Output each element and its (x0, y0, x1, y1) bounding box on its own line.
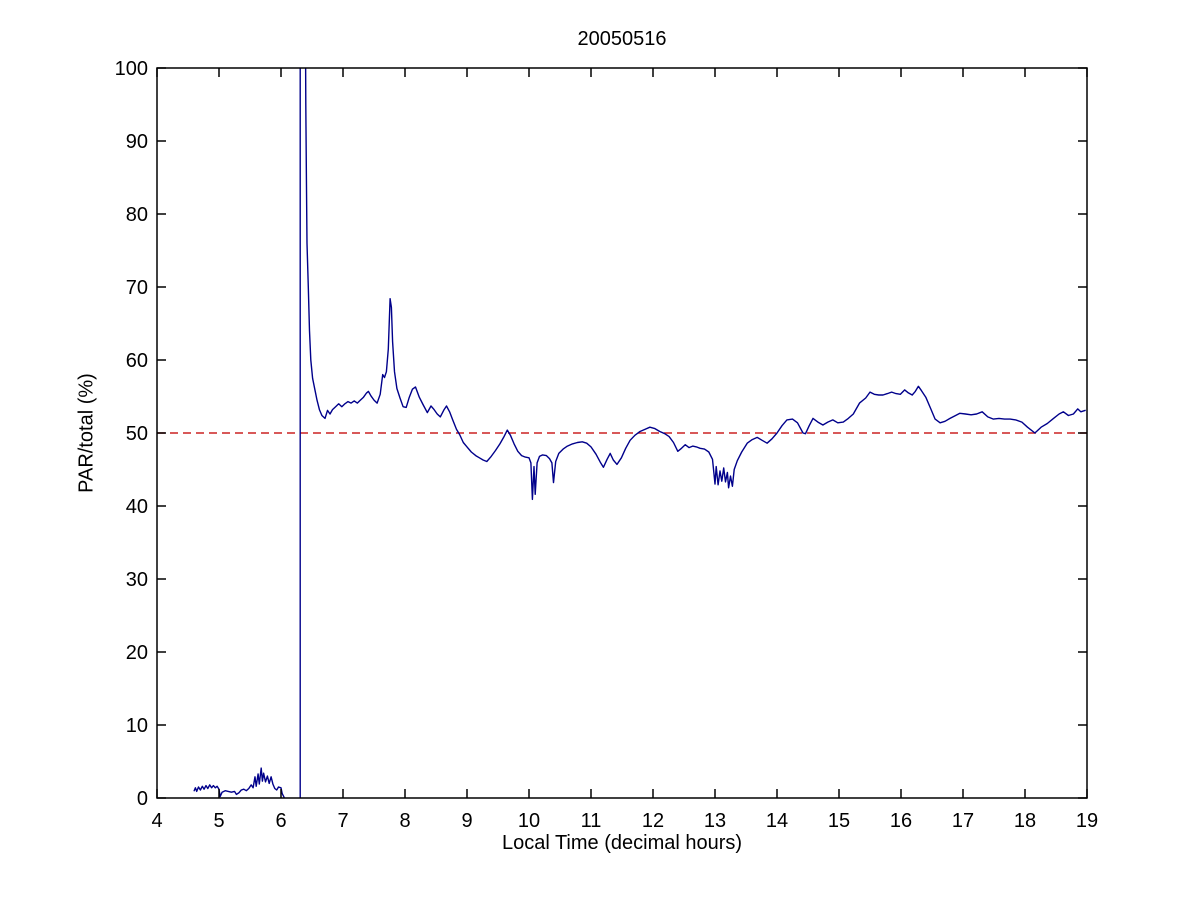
x-tick-label: 8 (399, 810, 410, 832)
series-line-pre-sunrise (193, 767, 285, 798)
x-tick-label: 14 (766, 810, 788, 832)
x-tick-label: 19 (1076, 810, 1098, 832)
y-tick-label: 90 (126, 131, 148, 153)
y-tick-label: 60 (126, 350, 148, 372)
x-tick-label: 11 (581, 810, 602, 832)
x-tick-label: 15 (828, 810, 850, 832)
chart-title: 20050516 (577, 28, 667, 50)
y-tick-label: 30 (126, 569, 148, 591)
y-tick-label: 40 (126, 496, 148, 518)
x-tick-label: 18 (1014, 810, 1036, 832)
y-tick-label: 0 (137, 788, 148, 810)
x-tick-label: 9 (461, 810, 472, 832)
x-axis-label: Local Time (decimal hours) (501, 832, 743, 854)
x-tick-label: 17 (952, 810, 974, 832)
y-tick-label: 100 (115, 58, 148, 80)
y-tick-label: 20 (126, 642, 148, 664)
y-tick-label: 50 (126, 423, 148, 445)
x-tick-label: 6 (275, 810, 286, 832)
y-tick-label: 70 (126, 277, 148, 299)
y-tick-label: 80 (126, 204, 148, 226)
x-tick-label: 5 (213, 810, 224, 832)
plot-border (156, 67, 1088, 799)
x-tick-label: 10 (518, 810, 540, 832)
y-tick-label: 10 (126, 715, 148, 737)
x-tick-label: 16 (890, 810, 912, 832)
x-tick-label: 13 (704, 810, 726, 832)
x-tick-label: 7 (337, 810, 348, 832)
x-tick-label: 12 (642, 810, 664, 832)
series-line-main (304, 68, 1086, 501)
x-tick-label: 4 (151, 810, 162, 832)
